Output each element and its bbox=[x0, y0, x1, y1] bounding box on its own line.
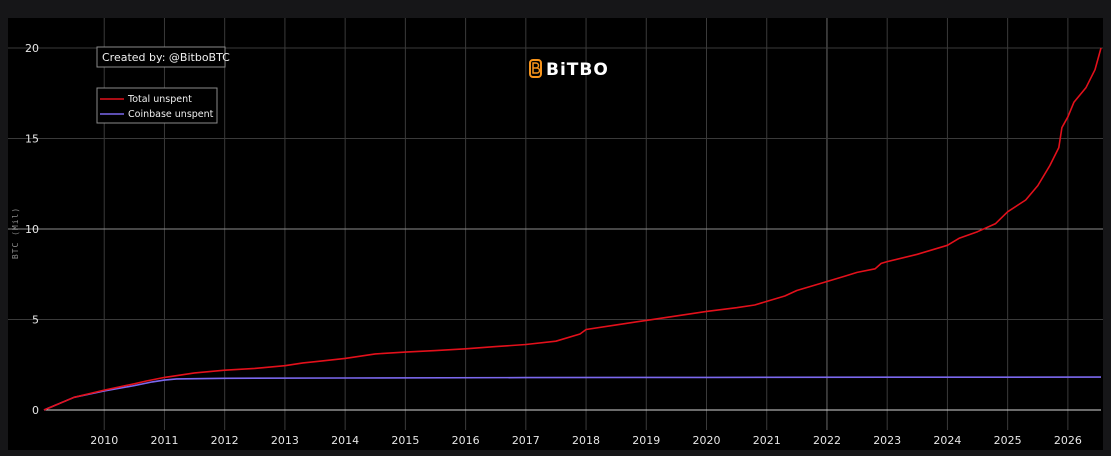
tick-labels: 2010 2011 2012 2013 2014 2015 2016 2017 2018 2019… bbox=[25, 42, 1082, 447]
x-tick-label-2024: 2024 bbox=[933, 434, 961, 447]
series-line-total-unspent bbox=[43, 47, 1102, 411]
x-tick-label-2018: 2018 bbox=[572, 434, 600, 447]
y-tick-label-20: 20 bbox=[25, 42, 39, 55]
series-layer bbox=[43, 47, 1102, 411]
x-tick-label-2023: 2023 bbox=[873, 434, 901, 447]
x-tick-label-2011: 2011 bbox=[150, 434, 178, 447]
y-tick-label-15: 15 bbox=[25, 133, 39, 146]
x-tick-label-2016: 2016 bbox=[452, 434, 480, 447]
y-tick-label-5: 5 bbox=[32, 314, 39, 327]
credit-box-frame bbox=[96, 46, 226, 68]
x-tick-label-2025: 2025 bbox=[994, 434, 1022, 447]
y-axis-label: BTC (Mil) bbox=[11, 207, 20, 259]
legend: Total unspent Coinbase unspent bbox=[96, 87, 218, 124]
x-tick-label-2012: 2012 bbox=[211, 434, 239, 447]
x-tick-label-2022: 2022 bbox=[813, 434, 841, 447]
series-line-coinbase-unspent bbox=[43, 376, 1102, 411]
x-tick-label-2021: 2021 bbox=[753, 434, 781, 447]
legend-label-coinbase-unspent: Coinbase unspent bbox=[128, 109, 214, 120]
bitbo-logo: BiTBO bbox=[529, 59, 609, 80]
x-tick-label-2019: 2019 bbox=[632, 434, 660, 447]
legend-label-total-unspent: Total unspent bbox=[127, 94, 192, 105]
y-tick-label-10: 10 bbox=[25, 223, 39, 236]
y-tick-label-0: 0 bbox=[32, 404, 39, 417]
plot-background bbox=[8, 18, 1103, 450]
x-tick-label-2010: 2010 bbox=[90, 434, 118, 447]
x-tick-label-2014: 2014 bbox=[331, 434, 359, 447]
grid bbox=[8, 18, 1103, 430]
legend-frame bbox=[96, 87, 218, 124]
credit-box: Created by: @BitboBTC bbox=[96, 46, 230, 68]
credit-text: Created by: @BitboBTC bbox=[102, 51, 230, 64]
x-tick-label-2017: 2017 bbox=[512, 434, 540, 447]
x-tick-label-2020: 2020 bbox=[693, 434, 721, 447]
bitbo-b-logo-icon bbox=[529, 59, 542, 78]
logo-text: BiTBO bbox=[546, 60, 609, 80]
x-tick-label-2013: 2013 bbox=[271, 434, 299, 447]
x-tick-label-2015: 2015 bbox=[391, 434, 419, 447]
x-tick-label-2026: 2026 bbox=[1054, 434, 1082, 447]
